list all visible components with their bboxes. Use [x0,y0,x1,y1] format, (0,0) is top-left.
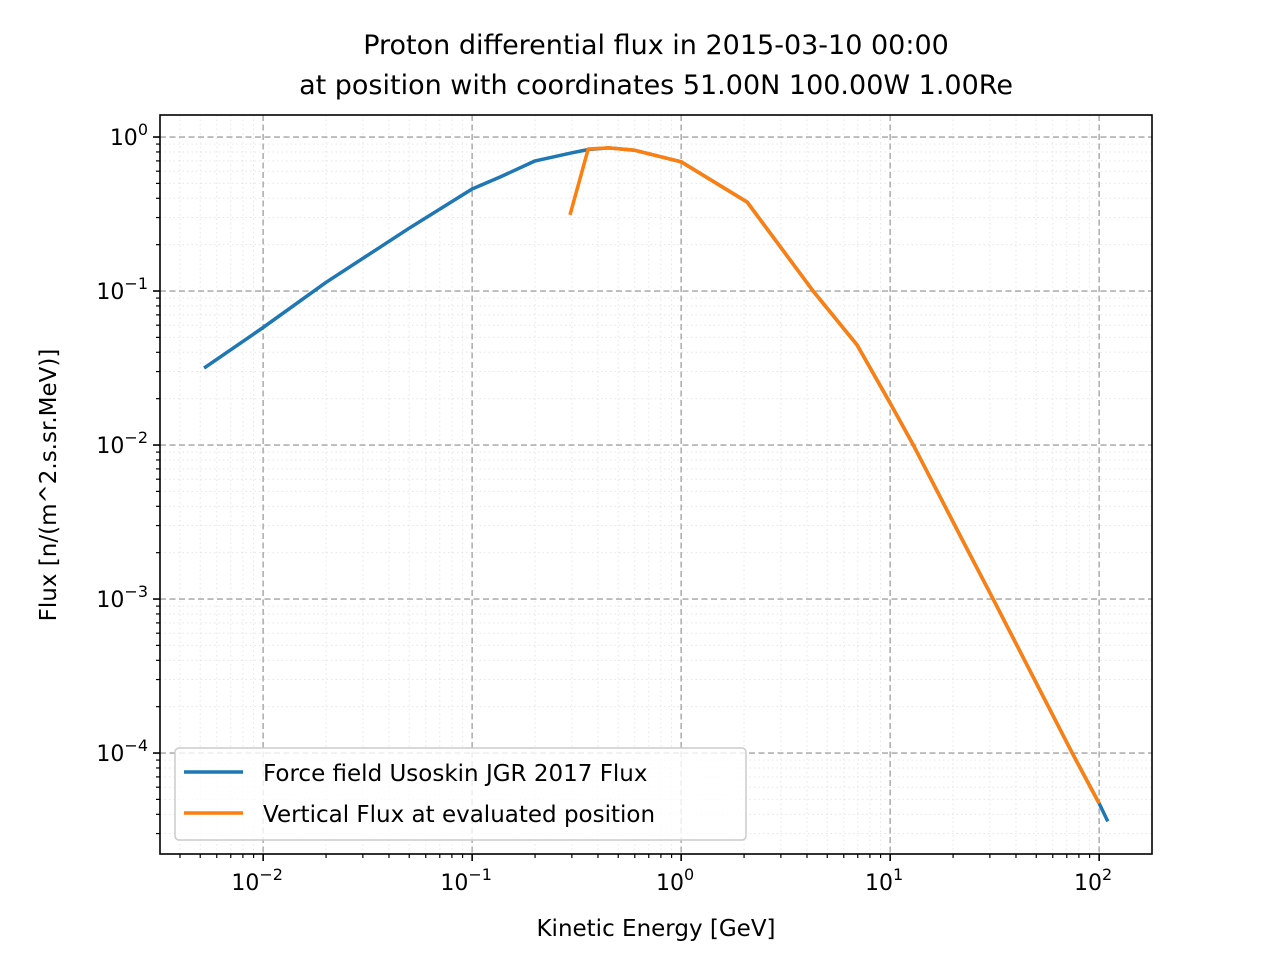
chart-title-line-2: at position with coordinates 51.00N 100.… [299,70,1013,101]
x-tick-label: 100 [656,865,694,896]
chart-title-line-1: Proton differential flux in 2015-03-10 0… [363,30,949,61]
x-tick-label: 101 [865,865,903,896]
y-tick-label: 10−3 [96,582,148,613]
legend: Force field Usoskin JGR 2017 Flux Vertic… [174,747,747,841]
legend-label-vertical-flux: Vertical Flux at evaluated position [263,802,655,828]
y-tick-label: 10−2 [96,428,148,459]
x-tick-label: 10−2 [231,865,283,896]
y-tick-label: 100 [110,120,148,151]
ticks: 10−2 10−1 100 101 102 100 10−1 10−2 10−3 10−4 [96,120,1112,896]
y-tick-label: 10−1 [96,274,148,305]
x-tick-label: 102 [1074,865,1112,896]
series-line-0 [203,146,1110,823]
series-line-1 [568,146,1101,805]
curves [203,146,1110,823]
x-axis-label: Kinetic Energy [GeV] [536,916,775,942]
x-tick-label: 10−1 [440,865,492,896]
y-tick-label: 10−4 [96,736,148,767]
legend-box [174,747,747,841]
legend-label-force-field: Force field Usoskin JGR 2017 Flux [263,761,648,787]
axes-frame [159,114,1153,855]
grid [160,115,1152,854]
y-axis-label: Flux [n/(m^2.s.sr.MeV)] [36,349,62,622]
